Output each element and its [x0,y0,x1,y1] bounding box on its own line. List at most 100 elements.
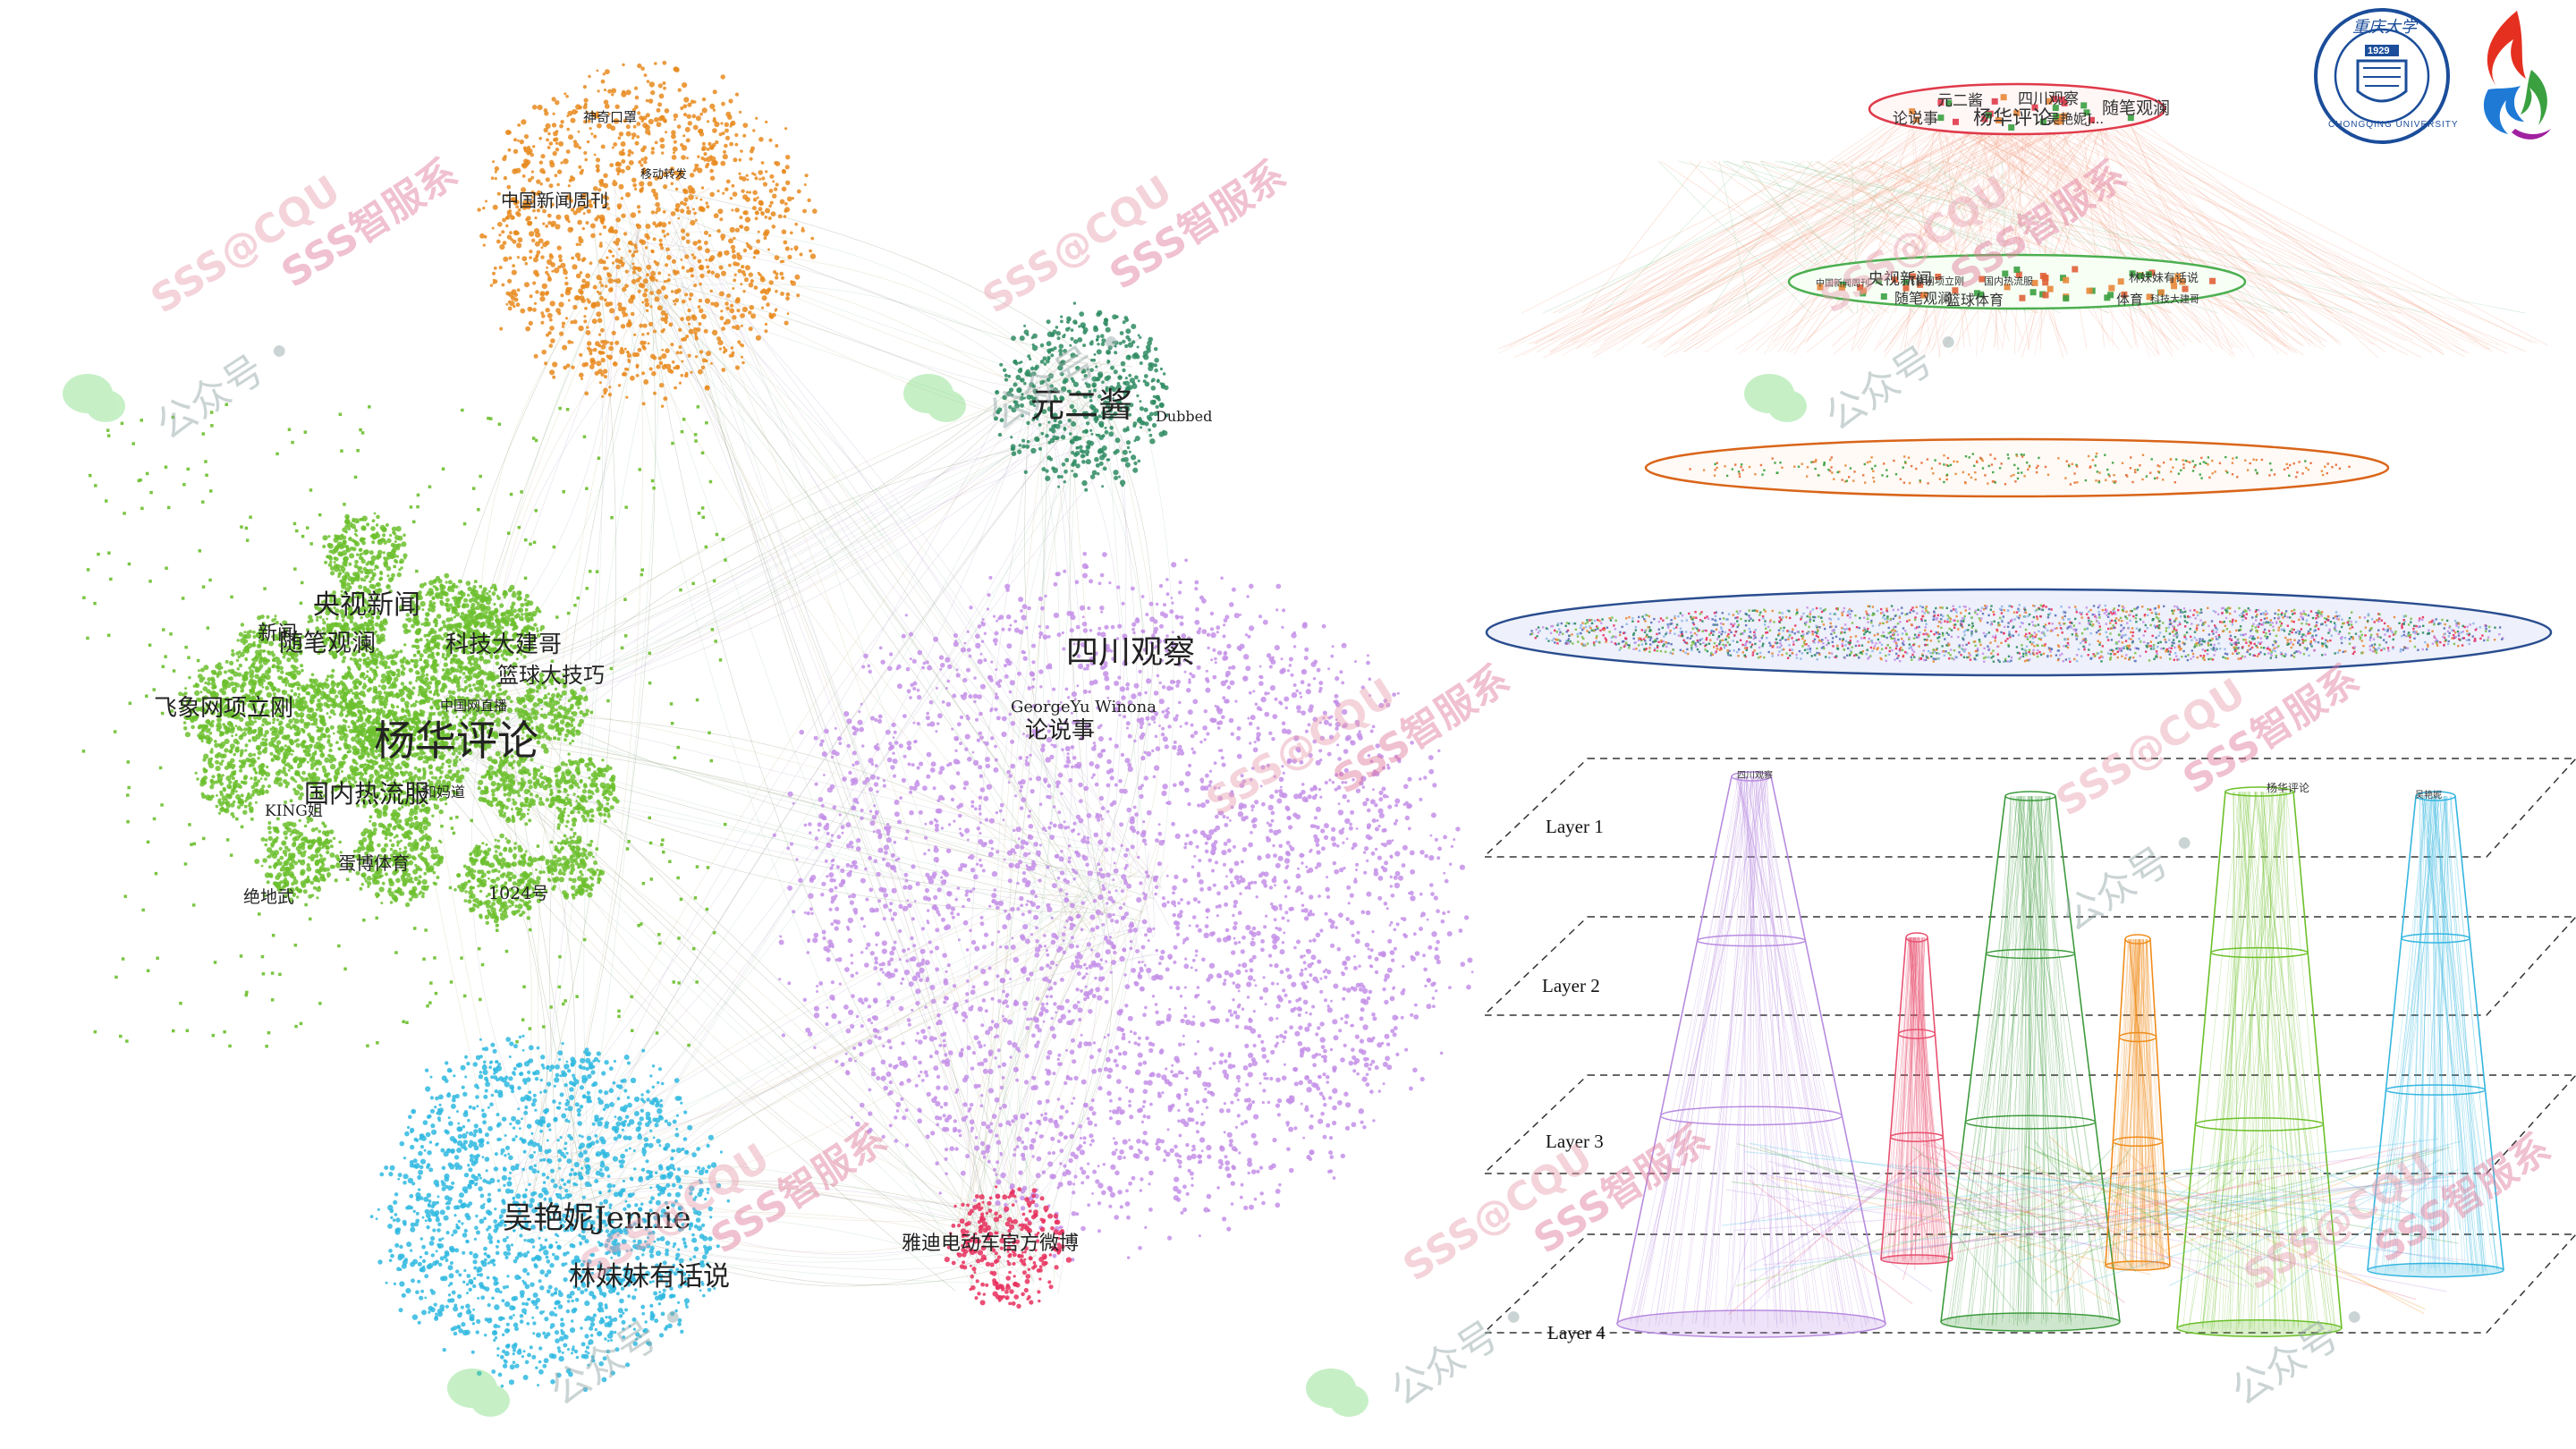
cross-link [2016,1146,2451,1249]
cross-link [2038,1150,2289,1266]
network-edge [674,230,1048,1243]
hier-level-dots [1529,604,2504,664]
network-edge [449,355,1062,703]
cqu-seal-icon [2314,8,2450,144]
network-edge [682,249,1170,927]
cross-link [1746,1164,1933,1292]
label-guonei: 国内热流服 [304,779,430,809]
multilayer-diagram [1485,758,2576,1338]
cross-link [1749,1142,2460,1263]
cross-link [2165,1176,2238,1227]
network-edge [567,378,1096,1182]
network-edge [426,767,956,1292]
label-feixiang: 飞象网项立刚 [154,695,294,722]
network-edge [494,766,1029,1272]
network-edge [572,1214,1037,1285]
network-edge [486,380,1111,721]
hierarchy-diagram [1485,82,2553,677]
cross-link [2171,1173,2424,1233]
green-subcluster [453,833,544,928]
network-edge [1141,839,1160,889]
layer-plane [1485,1233,2576,1334]
network-edge [614,224,1042,388]
cross-link [1737,1143,2008,1218]
cross-link [1739,1148,2019,1225]
hier-mid-label-9: 科技大建哥 [2150,293,2199,305]
cross-link [1776,1176,2466,1261]
network-edge [511,434,1118,783]
network-edge [627,278,1106,938]
network-edge [694,201,1045,1224]
network-edge [583,194,697,1180]
cross-link [1927,1136,2051,1229]
cross-link [1748,1179,1913,1305]
cross-link [2440,1188,2455,1211]
network-edge [676,221,1163,889]
cross-link [1933,1172,2055,1302]
cross-link [1742,1170,1918,1271]
cross-link [1759,1146,2034,1241]
green-subcluster [254,816,343,903]
label-1024: 1024号 [488,884,549,903]
network-edge [437,765,987,1271]
layer-plane [1485,916,2576,1016]
cross-link [2258,1164,2270,1243]
network-edge [437,727,1082,897]
cross-link [1725,1178,1767,1312]
network-edge [583,437,1128,1238]
network-edge [549,251,663,1223]
cross-link [2050,1169,2460,1293]
cross-link [1750,1174,1770,1288]
network-edge [614,280,1096,940]
network-edge [970,936,1091,1292]
wechat-watermark-icon [63,374,125,422]
network-edge [972,904,1082,1248]
network-edge [510,864,1066,1179]
network-edge [516,374,1122,703]
hier-mid-label-3: 飞象网项立刚 [1905,275,1964,287]
label-keji: 科技大建哥 [445,631,563,658]
label-yadi: 雅迪电动车官方微博 [902,1233,1080,1255]
cross-link [2042,1157,2236,1283]
label-zhongguo-xinwen: 中国新闻周刊 [501,190,608,211]
cross-link [2008,1165,2459,1244]
network-edge [446,424,1059,754]
hier-mid-label-7: 篮球体育 [1946,292,2004,309]
cross-link [2164,1148,2429,1251]
network-edge [1069,405,1106,914]
network-edge [1057,434,1127,1294]
network-edge [512,227,616,1204]
network-edge [597,207,1048,380]
hier-top-label-3: 杨华评论 [1973,107,2053,130]
network-edge [594,926,1152,1239]
purple-cluster [772,551,1474,1262]
orange-cluster [477,60,818,408]
hier-top-label-1: 元二酱 [1937,92,1983,110]
cross-link [1922,1143,2287,1237]
blue-cluster [369,1034,731,1393]
network-edge [552,1182,1010,1222]
label-wuyanni: 吴艳妮Jennie [503,1200,691,1236]
network-edge [428,232,617,733]
network-edge [555,1184,1015,1253]
cross-link [1763,1184,2455,1267]
network-edge [513,683,1043,1209]
network-edge [659,223,1028,1234]
cross-link [1725,1189,2267,1273]
label-danbo: 蛋博体育 [338,852,410,874]
label-lanqiu: 篮球大技巧 [497,663,605,688]
green-subcluster [307,587,388,666]
network-edge [642,248,1005,1267]
network-edge [1064,373,1144,871]
network-edge [988,865,1113,1218]
layer-cone [1880,932,1953,1265]
network-edge [521,1203,564,1217]
cross-link [2050,1149,2444,1263]
layer-cone [2105,934,2171,1271]
cross-link [1769,1176,2151,1275]
cross-link [1927,1143,2418,1260]
label-dubbed: Dubbed [1156,408,1213,425]
network-edge [500,349,1130,698]
network-edge [1026,953,1154,1284]
